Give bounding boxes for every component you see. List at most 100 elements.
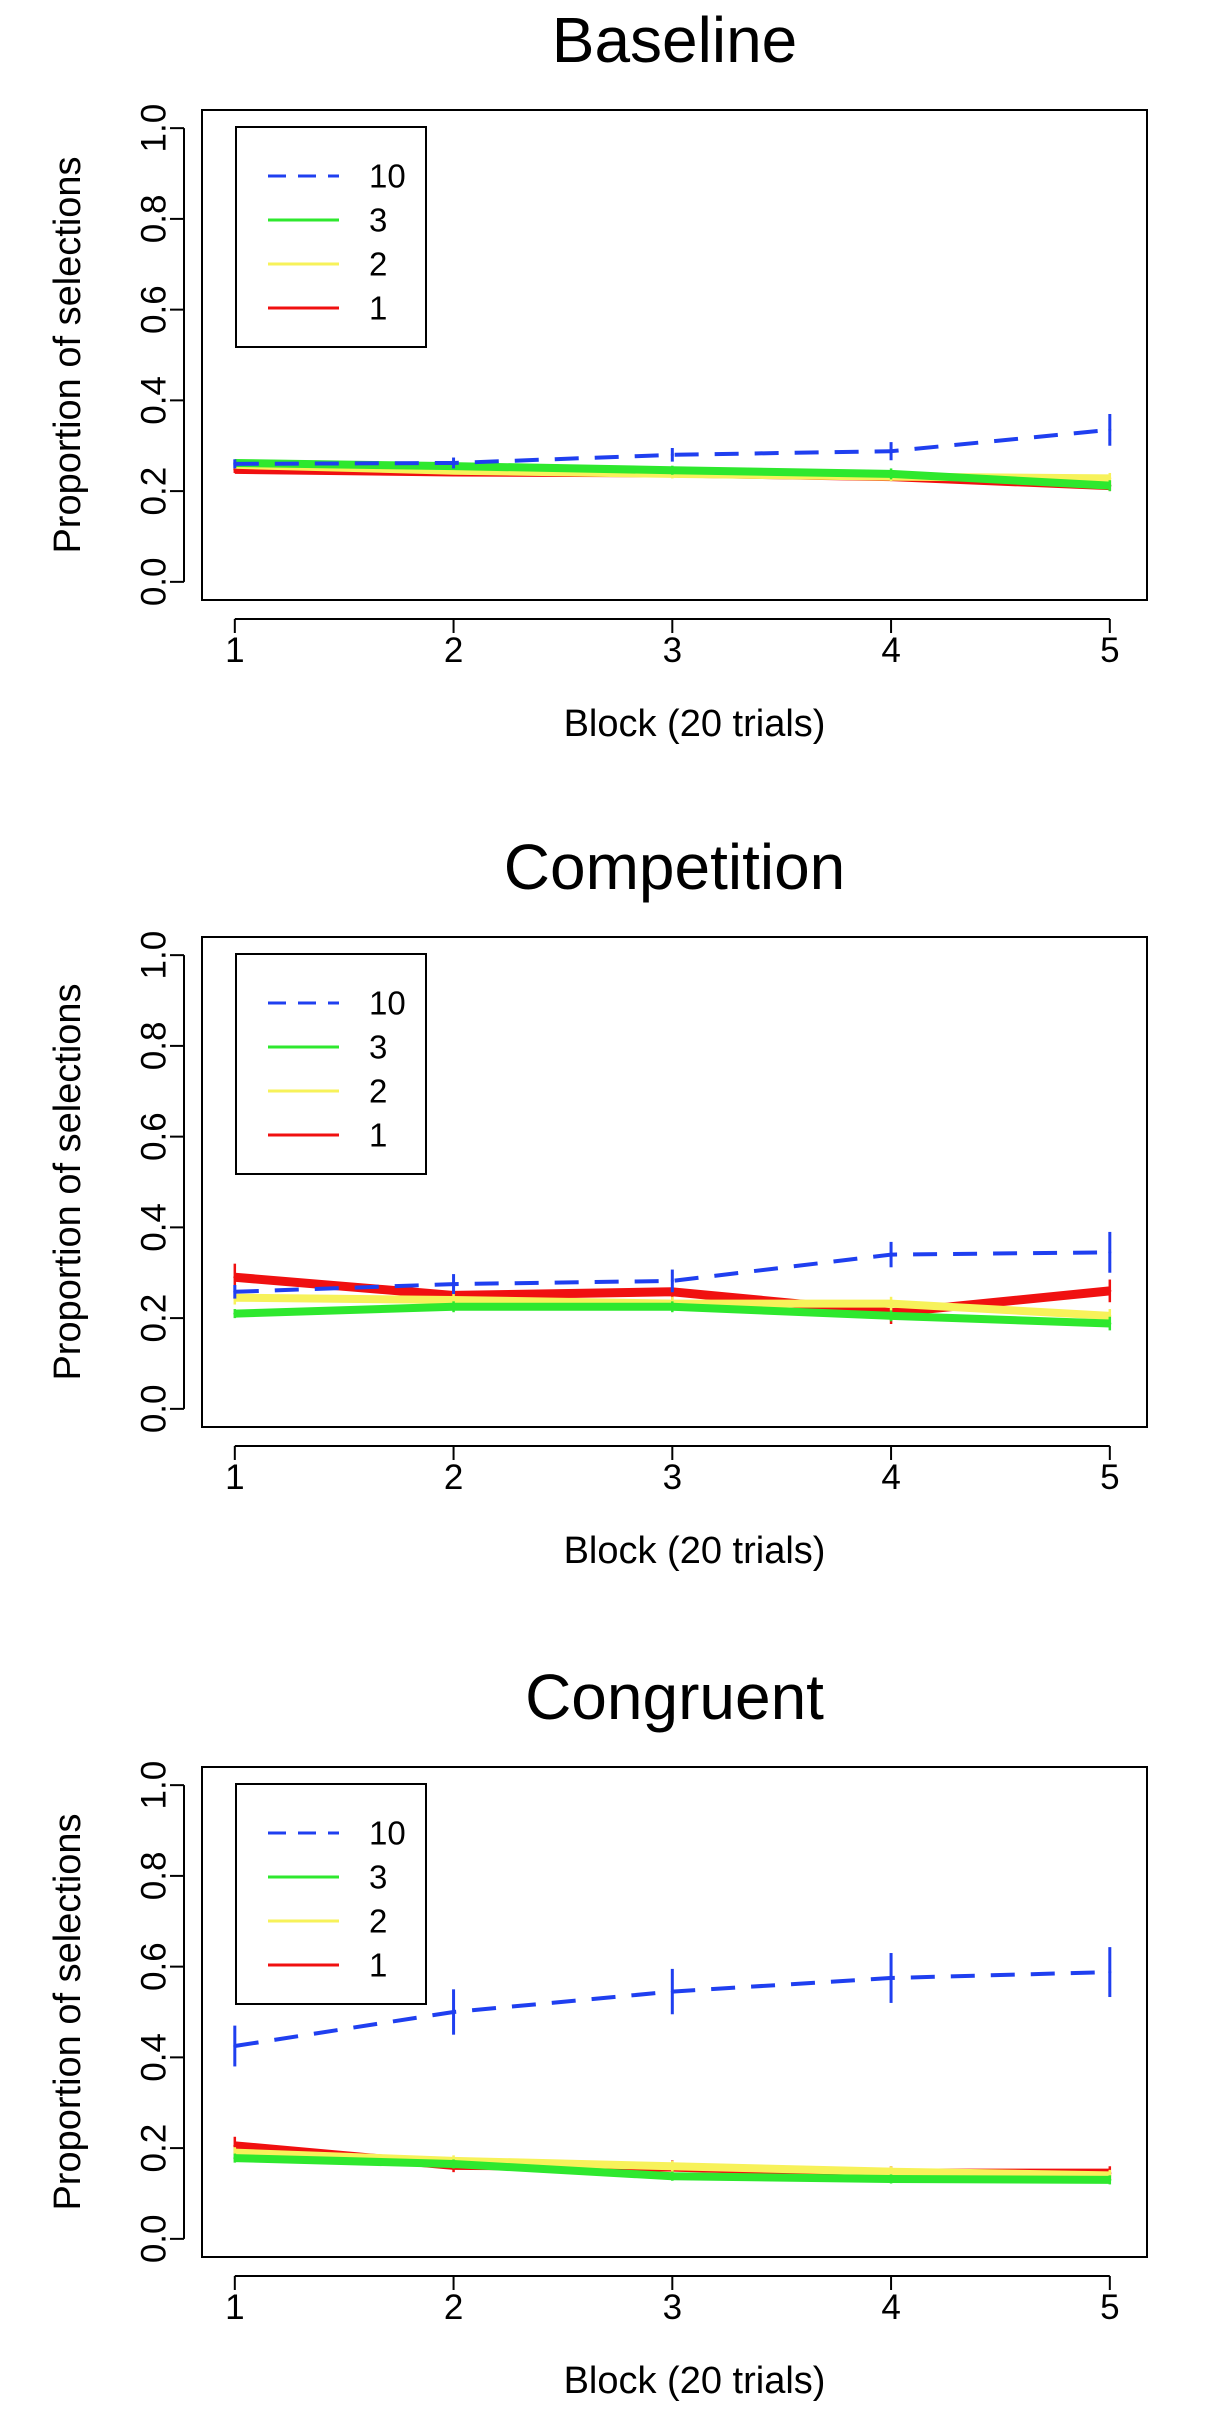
data-point [889, 472, 893, 476]
data-point [1108, 1322, 1112, 1326]
y-tick-label: 0.6 [135, 1112, 174, 1161]
chart-title: Competition [504, 831, 846, 903]
legend-box [235, 953, 427, 1175]
legend-box [235, 1783, 427, 2005]
y-tick-label: 0.0 [135, 558, 174, 607]
legend-label-2: 2 [369, 1903, 387, 1940]
data-point [452, 1282, 456, 1286]
y-axis: 0.0 0.2 0.4 0.6 0.8 1.0 Proportion of selectio… [47, 104, 185, 607]
legend: 10 3 2 1 [235, 126, 427, 348]
data-point [452, 2162, 456, 2166]
y-axis: 0.0 0.2 0.4 0.6 0.8 1.0 Proportion of selectio… [47, 931, 185, 1434]
legend-box [235, 126, 427, 348]
series-10 [233, 413, 1112, 469]
y-tick-label: 0.0 [135, 1385, 174, 1434]
legend-label-3: 3 [369, 202, 387, 239]
y-axis: 0.0 0.2 0.4 0.6 0.8 1.0 Proportion of selectio… [47, 1761, 185, 2264]
x-tick-label: 3 [663, 631, 682, 670]
data-point [233, 2044, 237, 2048]
legend-label-1: 1 [369, 1947, 387, 1984]
legend-label-2: 2 [369, 246, 387, 283]
x-tick-label: 1 [225, 2288, 244, 2327]
data-point [1108, 1314, 1112, 1318]
series-group [233, 1947, 1112, 2185]
x-tick-label: 4 [881, 1458, 900, 1497]
y-tick-label: 0.2 [135, 1294, 174, 1343]
x-axis: 1 2 3 4 5 Block (20 trials) [225, 618, 1120, 745]
x-axis: 1 2 3 4 5 Block (20 trials) [225, 2275, 1120, 2402]
y-tick-label: 0.8 [135, 195, 174, 244]
x-tick-label: 4 [881, 2288, 900, 2327]
data-point [233, 462, 237, 466]
legend-label-10: 10 [369, 158, 406, 195]
legend-label-1: 1 [369, 290, 387, 327]
y-tick-label: 0.4 [135, 2033, 174, 2082]
data-point [889, 2177, 893, 2181]
x-tick-label: 2 [444, 631, 463, 670]
data-point [670, 1305, 674, 1309]
data-point [889, 2170, 893, 2174]
data-point [233, 1275, 237, 1279]
y-tick-label: 1.0 [135, 931, 174, 980]
data-point [452, 461, 456, 465]
data-point [233, 1290, 237, 1294]
plot-frame [201, 109, 1148, 601]
data-point [233, 2156, 237, 2160]
series-line [234, 427, 1111, 466]
chart-title: Congruent [525, 1661, 824, 1733]
chart-panel-2: Congruent 1 2 3 4 5 Block (20 trials) 0.0 0.2 0.4… [47, 1661, 1148, 2402]
x-tick-label: 5 [1100, 2288, 1119, 2327]
y-axis-label: Proportion of selections [47, 1813, 89, 2210]
x-axis-label: Block (20 trials) [564, 2360, 826, 2402]
data-point [889, 449, 893, 453]
series-group [233, 413, 1112, 492]
y-tick-label: 0.8 [135, 1022, 174, 1071]
legend-label-3: 3 [369, 1029, 387, 1066]
chart-title: Baseline [552, 4, 798, 76]
data-point [1108, 1970, 1112, 1974]
data-point [233, 1312, 237, 1316]
y-tick-label: 0.4 [135, 1203, 174, 1252]
series-3 [233, 2153, 1112, 2185]
data-point [1108, 484, 1112, 488]
data-point [670, 1990, 674, 1994]
plot-frame [201, 1766, 1148, 2258]
data-point [452, 1305, 456, 1309]
data-point [670, 2174, 674, 2178]
series-line [234, 1250, 1110, 1294]
data-point [233, 2151, 237, 2155]
y-tick-label: 0.0 [135, 2215, 174, 2264]
data-point [670, 468, 674, 472]
legend-label-10: 10 [369, 985, 406, 1022]
data-point [1108, 428, 1112, 432]
data-point [889, 1253, 893, 1257]
series-group [233, 1231, 1112, 1331]
data-point [670, 2164, 674, 2168]
data-point [889, 1314, 893, 1318]
plot-frame [201, 936, 1148, 1428]
x-tick-label: 3 [663, 1458, 682, 1497]
data-point [670, 453, 674, 457]
series-10 [233, 1947, 1112, 2067]
x-tick-label: 5 [1100, 631, 1119, 670]
legend-label-3: 3 [369, 1859, 387, 1896]
y-tick-label: 0.2 [135, 2124, 174, 2173]
x-tick-label: 1 [225, 1458, 244, 1497]
y-tick-label: 0.6 [135, 1942, 174, 1991]
legend-label-1: 1 [369, 1117, 387, 1154]
data-point [1108, 1289, 1112, 1293]
y-tick-label: 0.4 [135, 376, 174, 425]
x-tick-label: 2 [444, 2288, 463, 2327]
x-tick-label: 1 [225, 631, 244, 670]
data-point [452, 1298, 456, 1302]
x-tick-label: 3 [663, 2288, 682, 2327]
y-axis-label: Proportion of selections [47, 983, 89, 1380]
legend: 10 3 2 1 [235, 953, 427, 1175]
legend-label-2: 2 [369, 1073, 387, 1110]
y-tick-label: 1.0 [135, 1761, 174, 1810]
x-axis: 1 2 3 4 5 Block (20 trials) [225, 1445, 1120, 1572]
y-tick-label: 0.8 [135, 1852, 174, 1901]
